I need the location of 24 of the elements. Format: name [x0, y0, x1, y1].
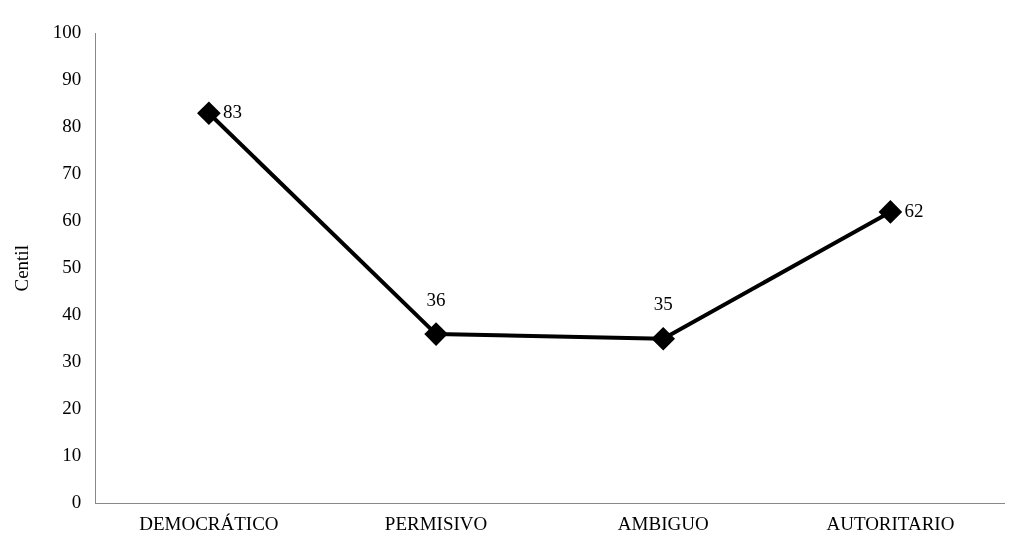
point	[425, 323, 448, 346]
point	[652, 327, 675, 350]
y-tick-label: 10	[62, 444, 82, 466]
y-tick-label: 20	[62, 397, 82, 419]
data-label: 36	[426, 288, 446, 310]
x-tick-label: PERMISIVO	[384, 512, 488, 534]
data-label: 35	[653, 293, 673, 315]
point	[879, 200, 902, 223]
y-tick-label: 0	[71, 491, 82, 513]
point	[197, 102, 220, 125]
data-label: 62	[904, 199, 924, 221]
data-label: 83	[222, 101, 242, 123]
y-axis-title: Centil	[11, 245, 33, 292]
y-tick-label: 30	[62, 350, 82, 372]
x-tick-label: DEMOCRÁTICO	[139, 512, 279, 534]
x-tick-label: AMBIGUO	[617, 512, 709, 534]
x-tick-label: AUTORITARIO	[826, 512, 955, 534]
y-tick-label: 100	[52, 21, 82, 43]
y-tick-label: 50	[62, 256, 82, 278]
y-tick-label: 40	[62, 303, 82, 325]
y-tick-label: 80	[62, 115, 82, 137]
y-tick-label: 60	[62, 209, 82, 231]
y-tick-label: 70	[62, 162, 82, 184]
y-tick-label: 90	[62, 68, 82, 90]
